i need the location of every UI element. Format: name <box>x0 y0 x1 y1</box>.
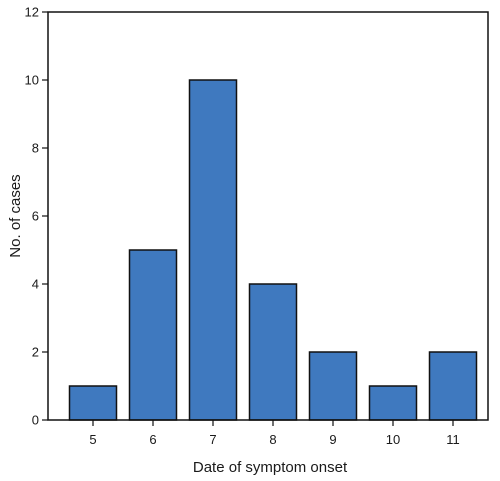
bar-6 <box>128 249 178 421</box>
y-tick-label: 8 <box>32 141 39 156</box>
x-tick-label: 11 <box>446 432 460 447</box>
bar-9 <box>308 351 358 421</box>
y-axis: 0 2 4 6 8 10 12 <box>25 5 48 428</box>
y-axis-title: No. of cases <box>7 174 24 257</box>
x-tick-label: 6 <box>149 432 156 447</box>
bar-5 <box>68 385 118 421</box>
x-tick-label: 10 <box>386 432 400 447</box>
x-axis-title: Date of symptom onset <box>193 459 348 476</box>
bar-10 <box>368 385 418 421</box>
y-tick-label: 0 <box>32 413 39 428</box>
x-tick-label: 9 <box>329 432 336 447</box>
y-tick-label: 12 <box>25 5 39 20</box>
y-tick-label: 4 <box>32 277 39 292</box>
y-tick-label: 2 <box>32 345 39 360</box>
plot-frame <box>47 11 489 421</box>
bar-7 <box>188 79 238 421</box>
x-tick-label: 5 <box>89 432 96 447</box>
x-axis: 5 6 7 8 9 10 11 <box>89 420 460 447</box>
x-tick-label: 8 <box>269 432 276 447</box>
bars-group <box>68 79 478 421</box>
x-tick-label: 7 <box>209 432 216 447</box>
y-tick-label: 10 <box>25 73 39 88</box>
bar-11 <box>428 351 478 421</box>
bar-8 <box>248 283 298 421</box>
y-tick-label: 6 <box>32 209 39 224</box>
